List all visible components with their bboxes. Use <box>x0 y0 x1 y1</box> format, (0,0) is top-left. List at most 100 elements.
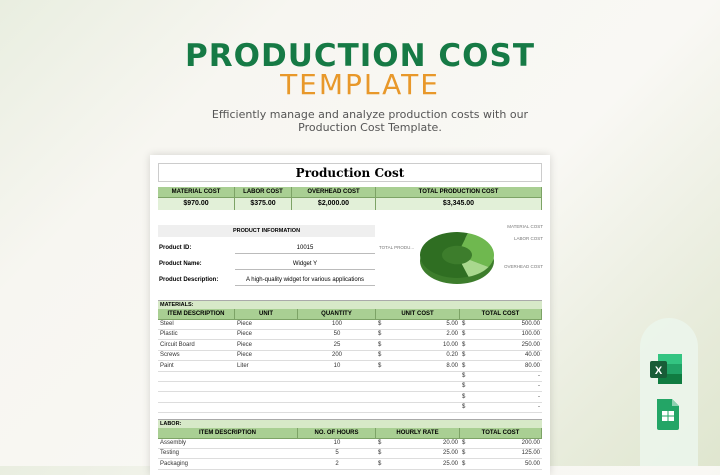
table-cell: - <box>538 373 540 379</box>
column-header: HOURLY RATE <box>376 428 460 439</box>
table-cell: Circuit Board <box>160 341 195 348</box>
column-header: ITEM DESCRIPTION <box>158 309 235 320</box>
table-cell: Liter <box>237 362 249 369</box>
table-cell: $ <box>462 450 466 457</box>
table-cell: Piece <box>237 321 253 327</box>
table-cell: 50.00 <box>524 460 540 467</box>
materials-label: MATERIALS: <box>158 300 542 309</box>
table-cell: Piece <box>237 352 253 359</box>
table-cell <box>416 381 460 391</box>
table-cell <box>235 402 298 412</box>
table-cell <box>235 392 298 402</box>
table-cell: - <box>538 393 540 400</box>
table-cell: $ <box>378 341 382 348</box>
table-cell: $ <box>378 440 382 446</box>
column-header: ITEM DESCRIPTION <box>158 428 298 439</box>
table-cell: 200 <box>331 352 342 359</box>
table-row: $ - <box>158 381 542 393</box>
table-cell: $ <box>462 341 466 348</box>
table-cell: - <box>538 383 540 390</box>
table-cell: 10 <box>333 362 341 369</box>
chart-label: TOTAL PRODU... <box>379 245 414 250</box>
labor-label: LABOR: <box>158 419 542 428</box>
table-cell: 25.00 <box>442 450 458 457</box>
table-cell: 500.00 <box>521 321 540 327</box>
table-row: $ - <box>158 402 542 414</box>
summary-value: $970.00 <box>158 198 235 210</box>
table-cell: $ <box>462 331 466 338</box>
table-cell: $ <box>462 404 466 411</box>
table-cell: $ <box>462 362 466 369</box>
table-row: Circuit Board Piece 25 $10.00 $250.00 <box>158 340 542 351</box>
product-field-value[interactable]: 10015 <box>235 245 375 254</box>
donut-chart: MATERIAL COST LABOR COST OVERHEAD COST TOTA… <box>379 224 543 284</box>
table-row: Plastic Piece 50 $2.00 $100.00 <box>158 329 542 341</box>
product-field-value[interactable]: A high-quality widget for various applic… <box>235 277 375 286</box>
table-cell: 20.00 <box>442 440 458 446</box>
table-cell: - <box>538 404 540 411</box>
table-cell <box>416 371 460 381</box>
donut-slice <box>461 259 489 277</box>
sheet-title: Production Cost <box>158 163 542 182</box>
summary-header-row: MATERIAL COST LABOR COST OVERHEAD COST TOTA… <box>158 187 542 198</box>
table-cell: 5 <box>335 450 339 457</box>
table-cell: $ <box>378 331 382 338</box>
app-badges: X <box>640 318 698 466</box>
hero-subtitle: Efficiently manage and analyze productio… <box>211 108 529 134</box>
table-cell <box>416 402 460 412</box>
summary-value: $3,345.00 <box>376 198 542 210</box>
table-cell <box>158 381 235 391</box>
table-cell: 2.00 <box>446 331 458 338</box>
table-row: Screws Piece 200 $0.20 $40.00 <box>158 350 542 362</box>
hero-title-2: TEMPLATE <box>280 68 440 101</box>
summary-header: MATERIAL COST <box>158 187 235 198</box>
table-cell <box>298 371 376 381</box>
table-cell: Piece <box>237 341 253 348</box>
svg-text:X: X <box>655 365 663 377</box>
chart-label: OVERHEAD COST <box>504 264 543 269</box>
table-cell <box>235 371 298 381</box>
table-row: $ - <box>158 371 542 382</box>
column-header: TOTAL COST <box>460 428 542 439</box>
table-cell <box>416 392 460 402</box>
table-cell: $ <box>462 352 466 359</box>
summary-values-row: $970.00 $375.00 $2,000.00 $3,345.00 <box>158 198 542 210</box>
table-cell <box>235 381 298 391</box>
table-cell: 50 <box>333 331 341 338</box>
product-field-label: Product Name: <box>159 261 202 267</box>
product-field-value[interactable]: Widget Y <box>235 261 375 270</box>
product-info-heading: PRODUCT INFORMATION <box>158 225 375 237</box>
donut-slice <box>420 232 469 278</box>
table-row: Paint Liter 10 $8.00 $80.00 <box>158 361 542 372</box>
table-cell <box>376 402 416 412</box>
table-cell: Plastic <box>160 331 178 338</box>
column-header: UNIT COST <box>376 309 460 320</box>
table-cell: $ <box>462 440 466 446</box>
summary-header: OVERHEAD COST <box>292 187 376 198</box>
table-header-row: ITEM DESCRIPTION NO. OF HOURS HOURLY RATE T… <box>158 428 542 439</box>
google-sheets-icon[interactable] <box>655 397 681 431</box>
table-cell: 5.00 <box>446 321 458 327</box>
table-cell: $ <box>462 321 466 327</box>
table-cell: $ <box>462 383 466 390</box>
table-cell: 80.00 <box>524 362 540 369</box>
table-cell <box>158 392 235 402</box>
column-header: NO. OF HOURS <box>298 428 376 439</box>
excel-icon[interactable]: X <box>648 352 684 386</box>
table-row: Packaging 2 $25.00 $50.00 <box>158 459 542 470</box>
table-cell: $ <box>462 460 466 467</box>
table-cell <box>376 381 416 391</box>
spreadsheet-preview: Production Cost MATERIAL COST LABOR COST O… <box>150 155 550 475</box>
table-cell: 8.00 <box>446 362 458 369</box>
table-cell: $ <box>462 393 466 400</box>
table-cell <box>298 402 376 412</box>
table-cell: Assembly <box>160 440 187 446</box>
table-cell: 250.00 <box>521 341 540 348</box>
table-cell: $ <box>378 460 382 467</box>
table-cell: Piece <box>237 331 253 338</box>
table-cell: 100 <box>331 321 342 327</box>
table-cell: 10.00 <box>442 341 458 348</box>
donut-slice <box>461 233 494 268</box>
table-cell <box>376 371 416 381</box>
table-cell: Steel <box>160 321 174 327</box>
